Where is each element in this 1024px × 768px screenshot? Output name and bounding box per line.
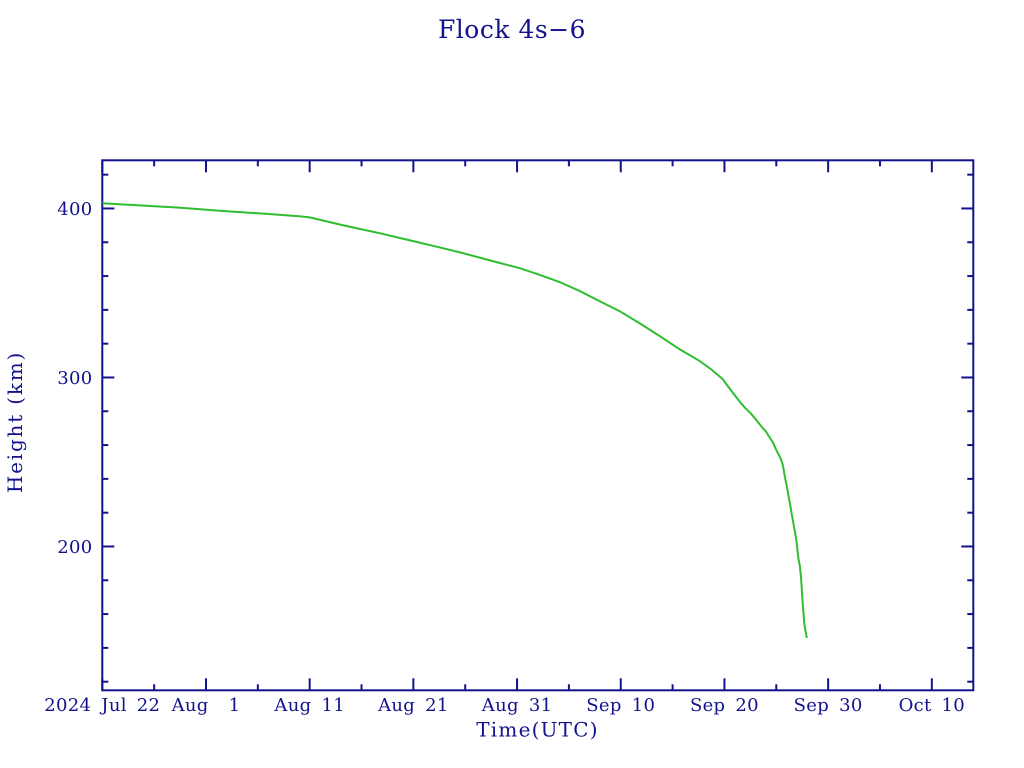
x-tick-label: Aug 31	[481, 695, 553, 716]
x-tick-label: Sep 10	[586, 695, 655, 716]
x-tick-labels: 2024 Jul 22 Aug 1 Aug 11 Aug 21 Aug 31 Sep 10…	[44, 695, 966, 716]
y-tick-label: 300	[57, 368, 92, 389]
x-axis-title: Time(UTC)	[476, 718, 598, 742]
x-tick-label: 2024 Jul 22	[44, 695, 160, 716]
y-axis-title: Height (km)	[3, 351, 27, 493]
plot-frame	[101, 159, 975, 692]
plot-border	[101, 159, 975, 692]
height-curve	[102, 202, 808, 639]
chart-title: Flock 4s−6	[438, 15, 586, 44]
x-tick-label: Sep 30	[794, 695, 863, 716]
y-tick-label: 400	[57, 199, 92, 220]
y-tick-label: 200	[57, 537, 92, 558]
y-tick-labels: 400 300 200	[57, 199, 92, 558]
axis-ticks	[101, 160, 974, 691]
x-tick-label: Aug 1	[171, 695, 241, 716]
x-tick-label: Aug 11	[273, 695, 345, 716]
x-tick-label: Oct 10	[899, 695, 966, 716]
x-tick-label: Aug 21	[377, 695, 449, 716]
x-tick-label: Sep 20	[690, 695, 759, 716]
